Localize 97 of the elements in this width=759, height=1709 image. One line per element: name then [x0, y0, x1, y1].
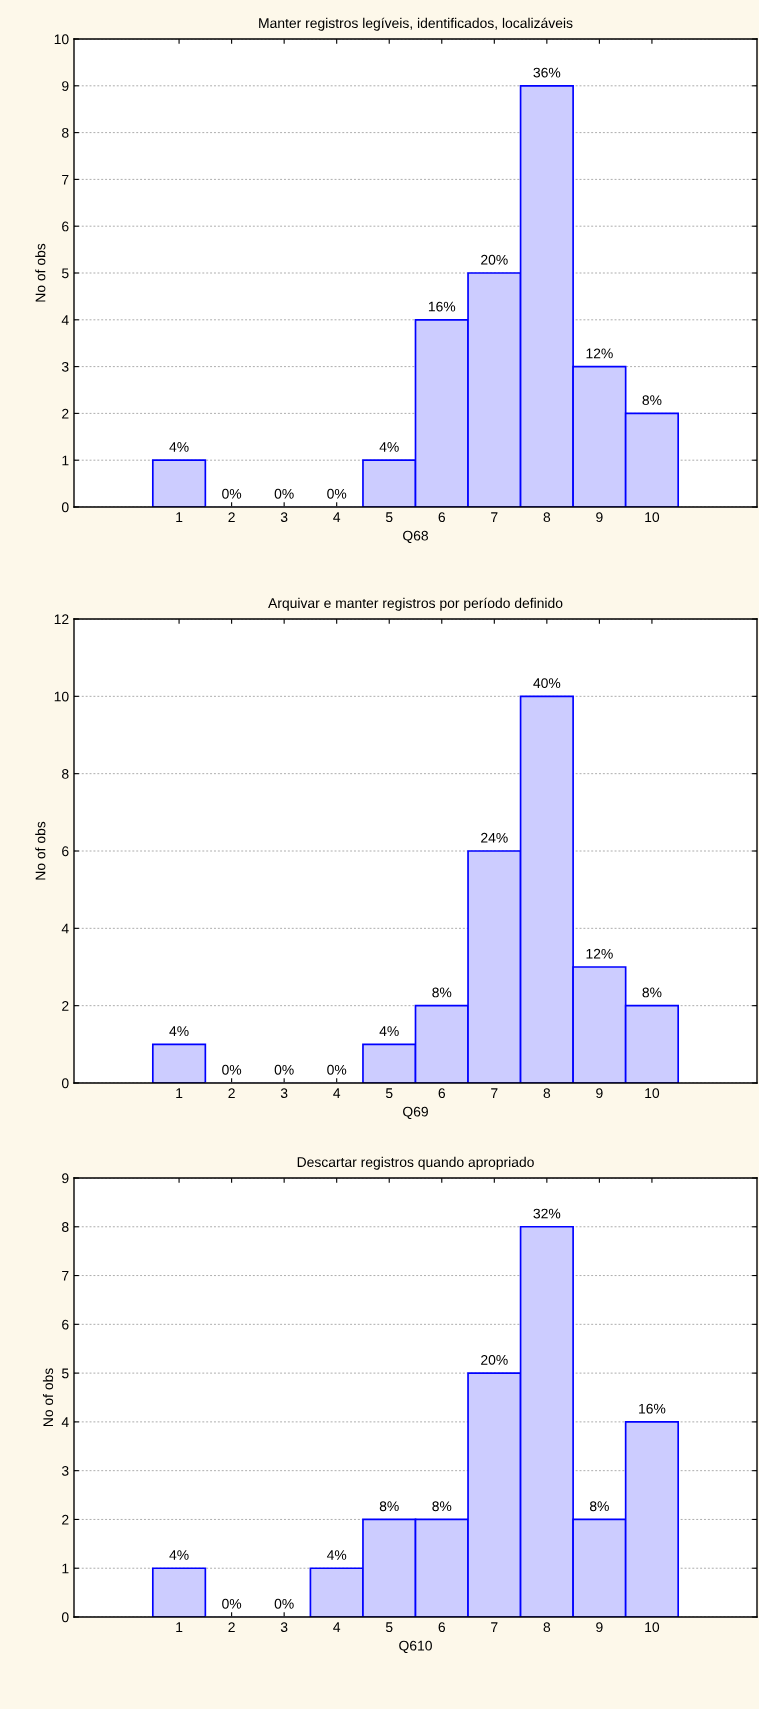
x-tick-label: 5: [385, 1622, 393, 1633]
y-tick-label: 4: [61, 1417, 69, 1427]
annotation: 8%: [642, 987, 662, 998]
x-tick-label: 5: [385, 512, 393, 523]
annotation: 0%: [327, 488, 347, 499]
annotation: 0%: [222, 488, 242, 499]
y-axis-title: No of obs: [42, 1368, 54, 1427]
annotation: 4%: [379, 442, 399, 452]
annotation: 32%: [533, 1208, 561, 1219]
x-tick-label: 2: [228, 512, 235, 522]
x-tick-label: 7: [491, 512, 498, 522]
x-tick-label: 10: [645, 1088, 660, 1099]
y-tick-label: 4: [61, 315, 69, 325]
annotation: 20%: [481, 254, 508, 265]
annotation: 0%: [274, 488, 294, 499]
x-tick-label: 8: [543, 1622, 551, 1633]
x-axis-title: Q610: [399, 1640, 432, 1654]
annotation: 0%: [222, 1598, 242, 1609]
y-tick-label: 2: [62, 408, 69, 419]
annotation: 8%: [642, 395, 662, 406]
x-tick-label: 9: [596, 1622, 603, 1633]
y-tick-label: 4: [61, 923, 69, 934]
y-tick-label: 2: [62, 1514, 69, 1525]
x-tick-label: 7: [491, 1622, 498, 1632]
annotation: 0%: [274, 1064, 294, 1075]
annotation: 20%: [481, 1354, 508, 1365]
x-tick-label: 8: [543, 512, 551, 523]
x-axis-title: Q69: [403, 1106, 428, 1120]
annotation: 4%: [169, 1550, 189, 1560]
x-tick-label: 9: [596, 512, 603, 523]
x-tick-label: 6: [438, 512, 446, 523]
x-tick-label: 10: [645, 512, 660, 523]
y-tick-label: 8: [62, 1222, 69, 1232]
annotation: 8%: [432, 1501, 452, 1512]
annotation: 4%: [169, 1026, 189, 1036]
annotation: 40%: [533, 678, 561, 689]
y-tick-label: 6: [62, 846, 69, 857]
annotation: 24%: [481, 832, 508, 843]
y-tick-label: 8: [62, 769, 69, 779]
y-tick-label: 7: [62, 1271, 69, 1281]
y-axis-title: No of obs: [35, 243, 46, 302]
x-tick-label: 4: [333, 512, 341, 522]
y-tick-label: 7: [62, 174, 69, 185]
y-tick-label: 6: [62, 221, 69, 232]
annotation: 0%: [274, 1598, 294, 1609]
y-axis-title: No of obs: [35, 821, 46, 880]
y-tick-label: 3: [61, 361, 69, 372]
x-tick-label: 5: [385, 1088, 393, 1099]
x-tick-label: 8: [543, 1088, 551, 1099]
annotation: 36%: [533, 67, 561, 78]
y-tick-label: 0: [61, 1612, 69, 1623]
y-tick-label: 6: [62, 1319, 69, 1330]
x-tick-label: 4: [333, 1622, 341, 1632]
y-tick-label: 9: [62, 81, 69, 91]
chart-title: Arquivar e manter registros por período definido: [268, 597, 563, 611]
x-tick-label: 3: [280, 1088, 288, 1099]
y-tick-label: 10: [54, 34, 69, 45]
annotation: 8%: [432, 987, 452, 998]
annotation: 16%: [428, 301, 456, 312]
y-tick-label: 12: [54, 614, 69, 625]
chart-title: Descartar registros quando apropriado: [297, 1156, 534, 1170]
x-tick-label: 6: [438, 1622, 446, 1633]
y-tick-label: 8: [62, 127, 69, 138]
y-tick-label: 1: [62, 455, 69, 466]
x-tick-label: 1: [176, 512, 183, 522]
y-tick-label: 3: [61, 1466, 69, 1476]
y-tick-label: 10: [54, 691, 69, 702]
chart-title: Manter registros legíveis, identificados, localizáveis: [259, 17, 573, 31]
annotation: 8%: [379, 1501, 399, 1512]
y-tick-label: 5: [61, 1368, 69, 1379]
annotation: 4%: [326, 1550, 347, 1560]
y-tick-label: 1: [62, 1563, 69, 1574]
y-tick-label: 0: [61, 502, 69, 513]
x-tick-label: 1: [176, 1622, 183, 1632]
x-tick-label: 3: [280, 1622, 288, 1633]
annotation: 12%: [586, 348, 613, 359]
annotation: 0%: [222, 1064, 242, 1075]
x-tick-label: 3: [280, 512, 288, 523]
annotation: 4%: [169, 442, 189, 452]
annotation: 4%: [379, 1026, 399, 1036]
y-tick-label: 0: [61, 1078, 69, 1089]
x-tick-label: 9: [596, 1088, 603, 1099]
annotation: 8%: [589, 1501, 609, 1512]
annotation: 12%: [586, 948, 613, 959]
x-tick-label: 1: [176, 1088, 183, 1098]
x-tick-label: 7: [491, 1088, 498, 1098]
y-tick-label: 2: [62, 1001, 69, 1011]
x-tick-label: 10: [645, 1622, 660, 1633]
y-tick-label: 9: [62, 1173, 69, 1184]
annotation: 0%: [327, 1064, 347, 1075]
x-tick-label: 4: [333, 1088, 341, 1098]
annotation: 16%: [639, 1403, 666, 1414]
y-tick-label: 5: [61, 268, 69, 279]
x-axis-title: Q68: [403, 530, 429, 544]
x-tick-label: 6: [438, 1088, 446, 1099]
x-tick-label: 2: [228, 1622, 235, 1632]
x-tick-label: 2: [228, 1088, 235, 1098]
